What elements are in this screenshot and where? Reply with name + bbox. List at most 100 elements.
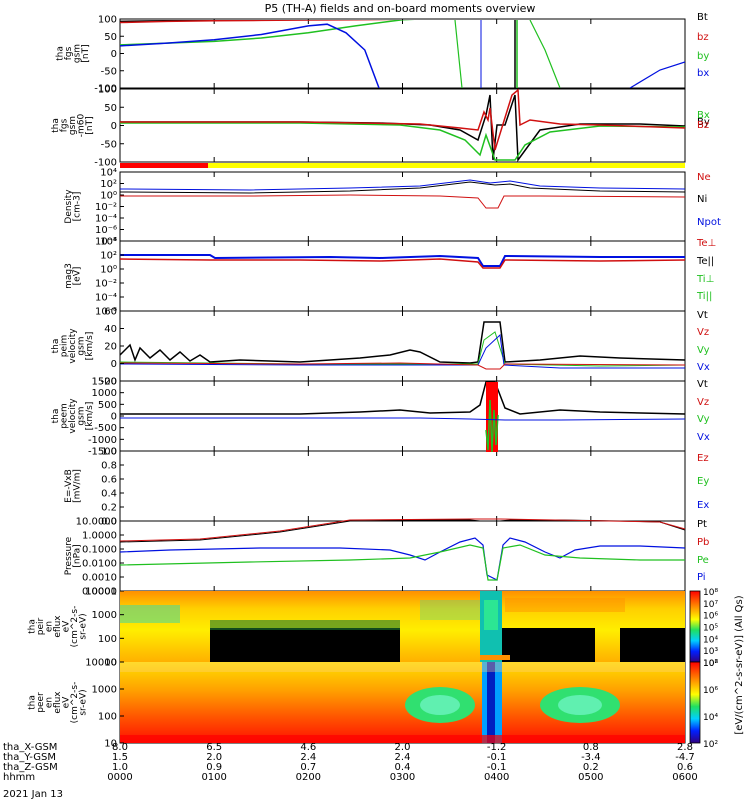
y-axis-label: peim bbox=[60, 335, 70, 358]
y-tick-label: 0.0010 bbox=[82, 573, 117, 584]
x-row-value: 2.8 bbox=[677, 742, 693, 753]
y-tick-label: 10000 bbox=[85, 587, 117, 598]
legend-Vy: Vy bbox=[697, 345, 710, 356]
x-row-value: -3.4 bbox=[581, 752, 601, 763]
fgs-line-by-drop bbox=[454, 20, 463, 88]
y-axis-label: tha bbox=[28, 695, 38, 710]
y-tick-label: 1000 bbox=[92, 610, 117, 621]
legend-By: By bbox=[697, 117, 710, 128]
y-tick-label: 0.0100 bbox=[82, 559, 117, 570]
y-tick-label: -20 bbox=[101, 377, 117, 388]
x-row-value: 0.9 bbox=[206, 762, 222, 773]
y-tick-label: 0 bbox=[111, 359, 117, 370]
y-axis-label: [km/s] bbox=[85, 332, 95, 361]
colorbar-tick: 10⁴ bbox=[703, 713, 718, 723]
y-axis-label: peem bbox=[60, 403, 70, 429]
p2-trace-red bbox=[120, 89, 685, 151]
fgs-line-by bbox=[120, 20, 415, 46]
x-row-label: tha_Y-GSM bbox=[3, 752, 56, 763]
colorbar-tick: 10⁸ bbox=[703, 659, 718, 669]
legend-Te⊥: Te⊥ bbox=[696, 238, 716, 249]
legend-Ni: Ni bbox=[697, 194, 707, 205]
y-axis-label: tha bbox=[55, 46, 65, 61]
y-axis-label: velocity bbox=[68, 398, 78, 434]
y-axis-label: [nT] bbox=[81, 44, 91, 62]
x-row-label: tha_Z-GSM bbox=[3, 762, 58, 773]
legend-Bt: Bt bbox=[697, 12, 708, 23]
x-row-label: tha_X-GSM bbox=[3, 742, 57, 753]
electron-spectrogram bbox=[120, 662, 685, 743]
y-tick-label: 0 bbox=[111, 49, 117, 60]
colorbar-ion bbox=[689, 590, 701, 663]
y-axis-label: [nT] bbox=[85, 116, 95, 134]
legend-Ex: Ex bbox=[697, 500, 709, 511]
peem-burst-green bbox=[485, 399, 499, 453]
y-axis-label: (cm^2-s- bbox=[70, 606, 80, 648]
panel-frame-7 bbox=[119, 450, 686, 522]
panel-frame-4 bbox=[119, 240, 686, 312]
y-axis-label: [mV/m] bbox=[72, 469, 82, 503]
y-axis-label: tha bbox=[51, 118, 61, 133]
x-row-value: 2.4 bbox=[395, 752, 411, 763]
y-axis-label: [eV] bbox=[72, 267, 82, 286]
y-axis-label: -m60 bbox=[77, 113, 87, 137]
x-row-value: 4.6 bbox=[300, 742, 316, 753]
x-row-value: 0200 bbox=[296, 772, 321, 783]
x-row-value: 6.5 bbox=[206, 742, 222, 753]
density-ni bbox=[119, 181, 686, 194]
y-tick-label: 10⁻⁶ bbox=[95, 225, 117, 236]
y-tick-label: 10.0000 bbox=[76, 517, 117, 528]
y-tick-label: 10⁻⁴ bbox=[95, 214, 117, 225]
colorbar-label: [eV/(cm^2-s-sr-eV)] (All Qs) bbox=[734, 595, 745, 734]
panel-frame-1 bbox=[119, 18, 686, 89]
y-axis-label: gsm bbox=[77, 406, 87, 425]
x-row-value: 0.8 bbox=[583, 742, 599, 753]
y-axis-label: sr-eV) bbox=[79, 613, 89, 639]
peim-noise-black bbox=[119, 321, 686, 364]
legend-by: by bbox=[697, 51, 709, 62]
y-tick-label: 10⁻⁸ bbox=[95, 237, 117, 248]
legend-Pb: Pb bbox=[697, 537, 709, 548]
y-tick-label: 0.8 bbox=[101, 461, 117, 472]
y-axis-label: sr-eV) bbox=[79, 689, 89, 715]
status-bar-yellow bbox=[208, 163, 685, 168]
y-tick-label: 500 bbox=[98, 400, 117, 411]
y-axis-label: Pressure bbox=[64, 536, 74, 575]
y-tick-label: 10000 bbox=[85, 658, 117, 669]
colorbar-tick: 10⁵ bbox=[703, 624, 718, 634]
ion-spectrogram bbox=[120, 591, 685, 662]
y-tick-label: 10⁴ bbox=[100, 168, 117, 179]
y-axis-label: peer bbox=[36, 692, 46, 713]
legend-Ne: Ne bbox=[697, 172, 711, 183]
y-tick-label: -500 bbox=[94, 423, 117, 434]
y-tick-label: 0 bbox=[111, 412, 117, 423]
legend-bx: bx bbox=[697, 68, 709, 79]
temp-ti bbox=[119, 258, 686, 269]
y-axis-label: velocity bbox=[68, 328, 78, 364]
y-tick-label: 1.0 bbox=[101, 447, 117, 458]
y-axis-label: (cm^2-s- bbox=[70, 682, 80, 724]
pressure-pb bbox=[119, 518, 686, 542]
x-row-value: 0.7 bbox=[300, 762, 316, 773]
x-row-value: 2.0 bbox=[206, 752, 222, 763]
peim-vy-green bbox=[119, 331, 686, 367]
density-npot bbox=[119, 179, 686, 191]
y-tick-label: 10 bbox=[104, 658, 117, 669]
y-tick-label: 10⁻² bbox=[95, 279, 117, 290]
y-tick-label: -100 bbox=[94, 84, 117, 95]
y-axis-label: gsm bbox=[68, 116, 78, 135]
y-axis-label: eflux bbox=[53, 615, 63, 638]
legend-Bz: Bz bbox=[697, 120, 709, 131]
x-row-value: -0.1 bbox=[487, 762, 507, 773]
y-axis-label: en bbox=[45, 621, 55, 632]
peem-black bbox=[120, 381, 686, 415]
y-tick-label: 0 bbox=[111, 121, 117, 132]
x-row-value: 1.0 bbox=[112, 762, 128, 773]
date-label: 2021 Jan 13 bbox=[3, 789, 63, 800]
panel-frame-8 bbox=[119, 520, 686, 592]
y-axis-label: E=-VxB bbox=[64, 469, 74, 503]
y-tick-label: 10⁰ bbox=[100, 265, 117, 276]
x-row-value: 2.0 bbox=[395, 742, 411, 753]
legend-Vx: Vx bbox=[697, 362, 710, 373]
